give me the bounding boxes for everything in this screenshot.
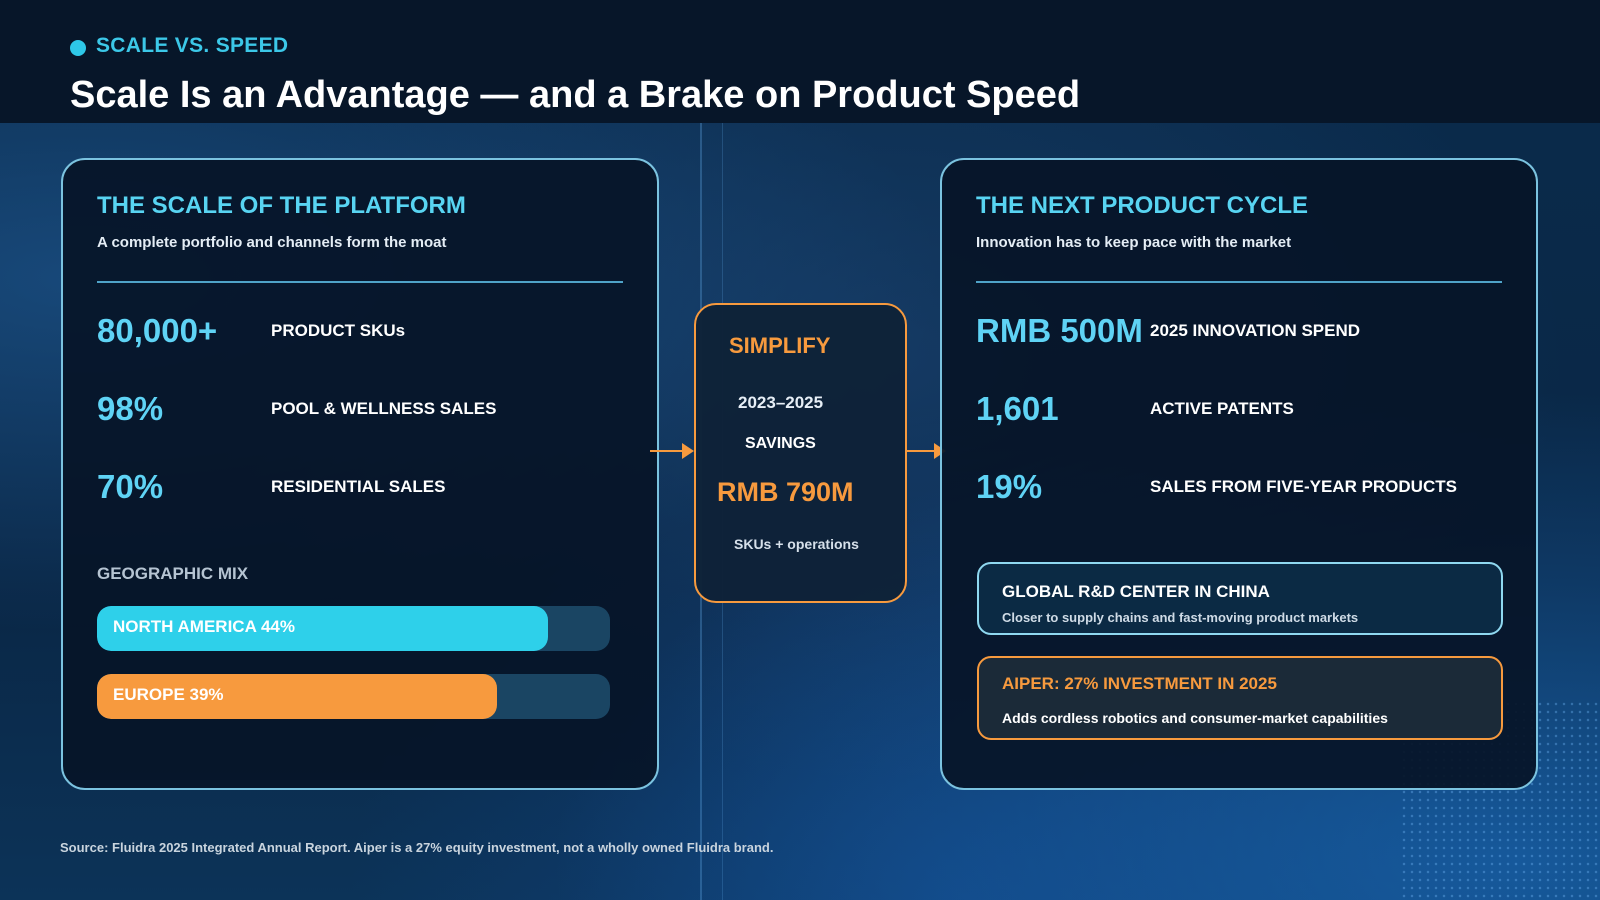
bar-fill-north-america: [97, 606, 549, 651]
simplify-value: RMB 790M: [717, 477, 854, 507]
stat-residential: 70% RESIDENTIAL SALES: [97, 468, 637, 508]
callout-text: Closer to supply chains and fast-moving …: [1002, 610, 1359, 625]
geographic-mix-heading: GEOGRAPHIC MIX: [97, 564, 249, 583]
arrow-right-icon: [682, 443, 694, 459]
bar-europe: EUROPE 39%: [97, 674, 610, 719]
scale-panel: THE SCALE OF THE PLATFORM A complete por…: [61, 158, 659, 790]
stat-value: RMB 500M: [976, 312, 1143, 349]
bar-north-america: NORTH AMERICA 44%: [97, 606, 610, 651]
stat-value: 70%: [97, 468, 164, 505]
simplify-years: 2023–2025: [738, 393, 824, 412]
source-footnote: Source: Fluidra 2025 Integrated Annual R…: [60, 840, 774, 855]
bullet-dot-icon: [70, 40, 86, 56]
stat-value: 80,000+: [97, 312, 218, 349]
stat-value: 19%: [976, 468, 1043, 505]
product-cycle-panel-title: THE NEXT PRODUCT CYCLE: [976, 192, 1309, 219]
scale-panel-subtitle: A complete portfolio and channels form t…: [97, 234, 447, 251]
stat-label: PRODUCT SKUs: [271, 321, 406, 340]
product-cycle-panel-subtitle: Innovation has to keep pace with the mar…: [976, 234, 1292, 251]
callout-title: GLOBAL R&D CENTER IN CHINA: [1002, 582, 1270, 601]
callout-text: Adds cordless robotics and consumer-mark…: [1002, 710, 1388, 726]
bar-label: NORTH AMERICA 44%: [113, 617, 295, 636]
header-bar: SCALE VS. SPEED Scale Is an Advantage — …: [0, 0, 1600, 123]
arrow-line-left: [650, 450, 682, 452]
arrow-line-right: [907, 450, 940, 452]
stat-active-patents: 1,601 ACTIVE PATENTS: [976, 390, 1516, 430]
page-title: Scale Is an Advantage — and a Brake on P…: [70, 74, 1081, 116]
product-cycle-panel: THE NEXT PRODUCT CYCLE Innovation has to…: [940, 158, 1538, 790]
simplify-title: SIMPLIFY: [729, 333, 831, 358]
bar-fill-europe: [97, 674, 498, 719]
stat-label: POOL & WELLNESS SALES: [271, 399, 497, 418]
callout-rd-center: GLOBAL R&D CENTER IN CHINA Closer to sup…: [977, 562, 1503, 635]
divider: [976, 281, 1502, 283]
divider: [97, 281, 623, 283]
stat-value: 98%: [97, 390, 164, 427]
callout-aiper: AIPER: 27% INVESTMENT IN 2025 Adds cordl…: [977, 656, 1503, 740]
stat-pool-wellness: 98% POOL & WELLNESS SALES: [97, 390, 637, 430]
stat-product-skus: 80,000+ PRODUCT SKUs: [97, 312, 637, 352]
simplify-savings-label: SAVINGS: [745, 435, 816, 452]
stat-label: SALES FROM FIVE-YEAR PRODUCTS: [1150, 477, 1457, 496]
scale-panel-title: THE SCALE OF THE PLATFORM: [97, 192, 466, 219]
simplify-card: SIMPLIFY 2023–2025 SAVINGS RMB 790M SKUs…: [694, 303, 907, 603]
stat-label: RESIDENTIAL SALES: [271, 477, 446, 496]
eyebrow: SCALE VS. SPEED: [70, 34, 288, 58]
stat-label: ACTIVE PATENTS: [1150, 399, 1294, 418]
stat-value: 1,601: [976, 390, 1059, 427]
eyebrow-label: SCALE VS. SPEED: [96, 34, 289, 57]
bar-label: EUROPE 39%: [113, 685, 224, 704]
stat-five-year-products: 19% SALES FROM FIVE-YEAR PRODUCTS: [976, 468, 1516, 508]
callout-title: AIPER: 27% INVESTMENT IN 2025: [1002, 674, 1277, 693]
stat-label: 2025 INNOVATION SPEND: [1150, 321, 1361, 340]
stat-innovation-spend: RMB 500M 2025 INNOVATION SPEND: [976, 312, 1516, 352]
simplify-note: SKUs + operations: [734, 536, 859, 552]
